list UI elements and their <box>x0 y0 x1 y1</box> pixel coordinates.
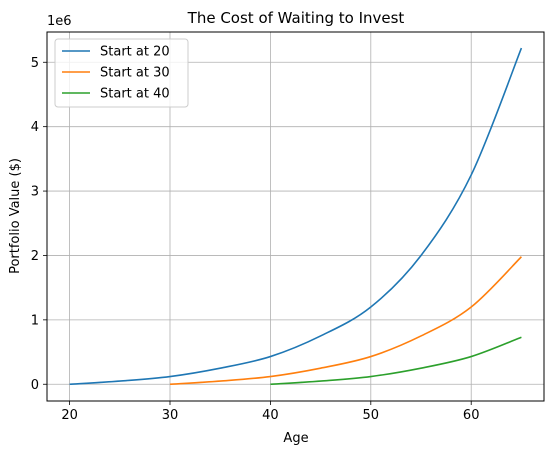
x-axis-title: Age <box>283 431 308 446</box>
legend-box <box>54 38 189 108</box>
chart-title: The Cost of Waiting to Invest <box>187 9 405 27</box>
y-tick-label: 2 <box>31 249 39 264</box>
x-tick-label: 50 <box>363 408 380 423</box>
x-tick-label: 40 <box>262 408 279 423</box>
legend: Start at 20 Start at 30 Start at 40 <box>54 38 189 108</box>
plot-frame <box>46 31 545 402</box>
legend-label-3: Start at 40 <box>100 87 170 102</box>
series-line-1 <box>69 47 523 386</box>
x-tick-label: 20 <box>61 408 78 423</box>
y-tick-label: 5 <box>31 56 39 71</box>
y-axis: 0 1 2 3 4 5 <box>31 56 47 393</box>
legend-label-2: Start at 30 <box>100 66 170 81</box>
x-tick-label: 30 <box>162 408 179 423</box>
y-tick-label: 1 <box>31 313 39 328</box>
series-line-3 <box>270 336 522 386</box>
legend-label-1: Start at 20 <box>100 45 170 60</box>
y-offset-label: 1e6 <box>47 14 72 29</box>
series-layer <box>69 47 523 386</box>
x-axis: 20 30 40 50 60 <box>61 401 479 423</box>
y-tick-label: 0 <box>31 378 39 393</box>
y-tick-label: 3 <box>31 185 39 200</box>
y-axis-title: Portfolio Value ($) <box>8 158 23 274</box>
series-line-2 <box>169 256 522 386</box>
x-tick-label: 60 <box>463 408 480 423</box>
y-tick-label: 4 <box>31 120 39 135</box>
